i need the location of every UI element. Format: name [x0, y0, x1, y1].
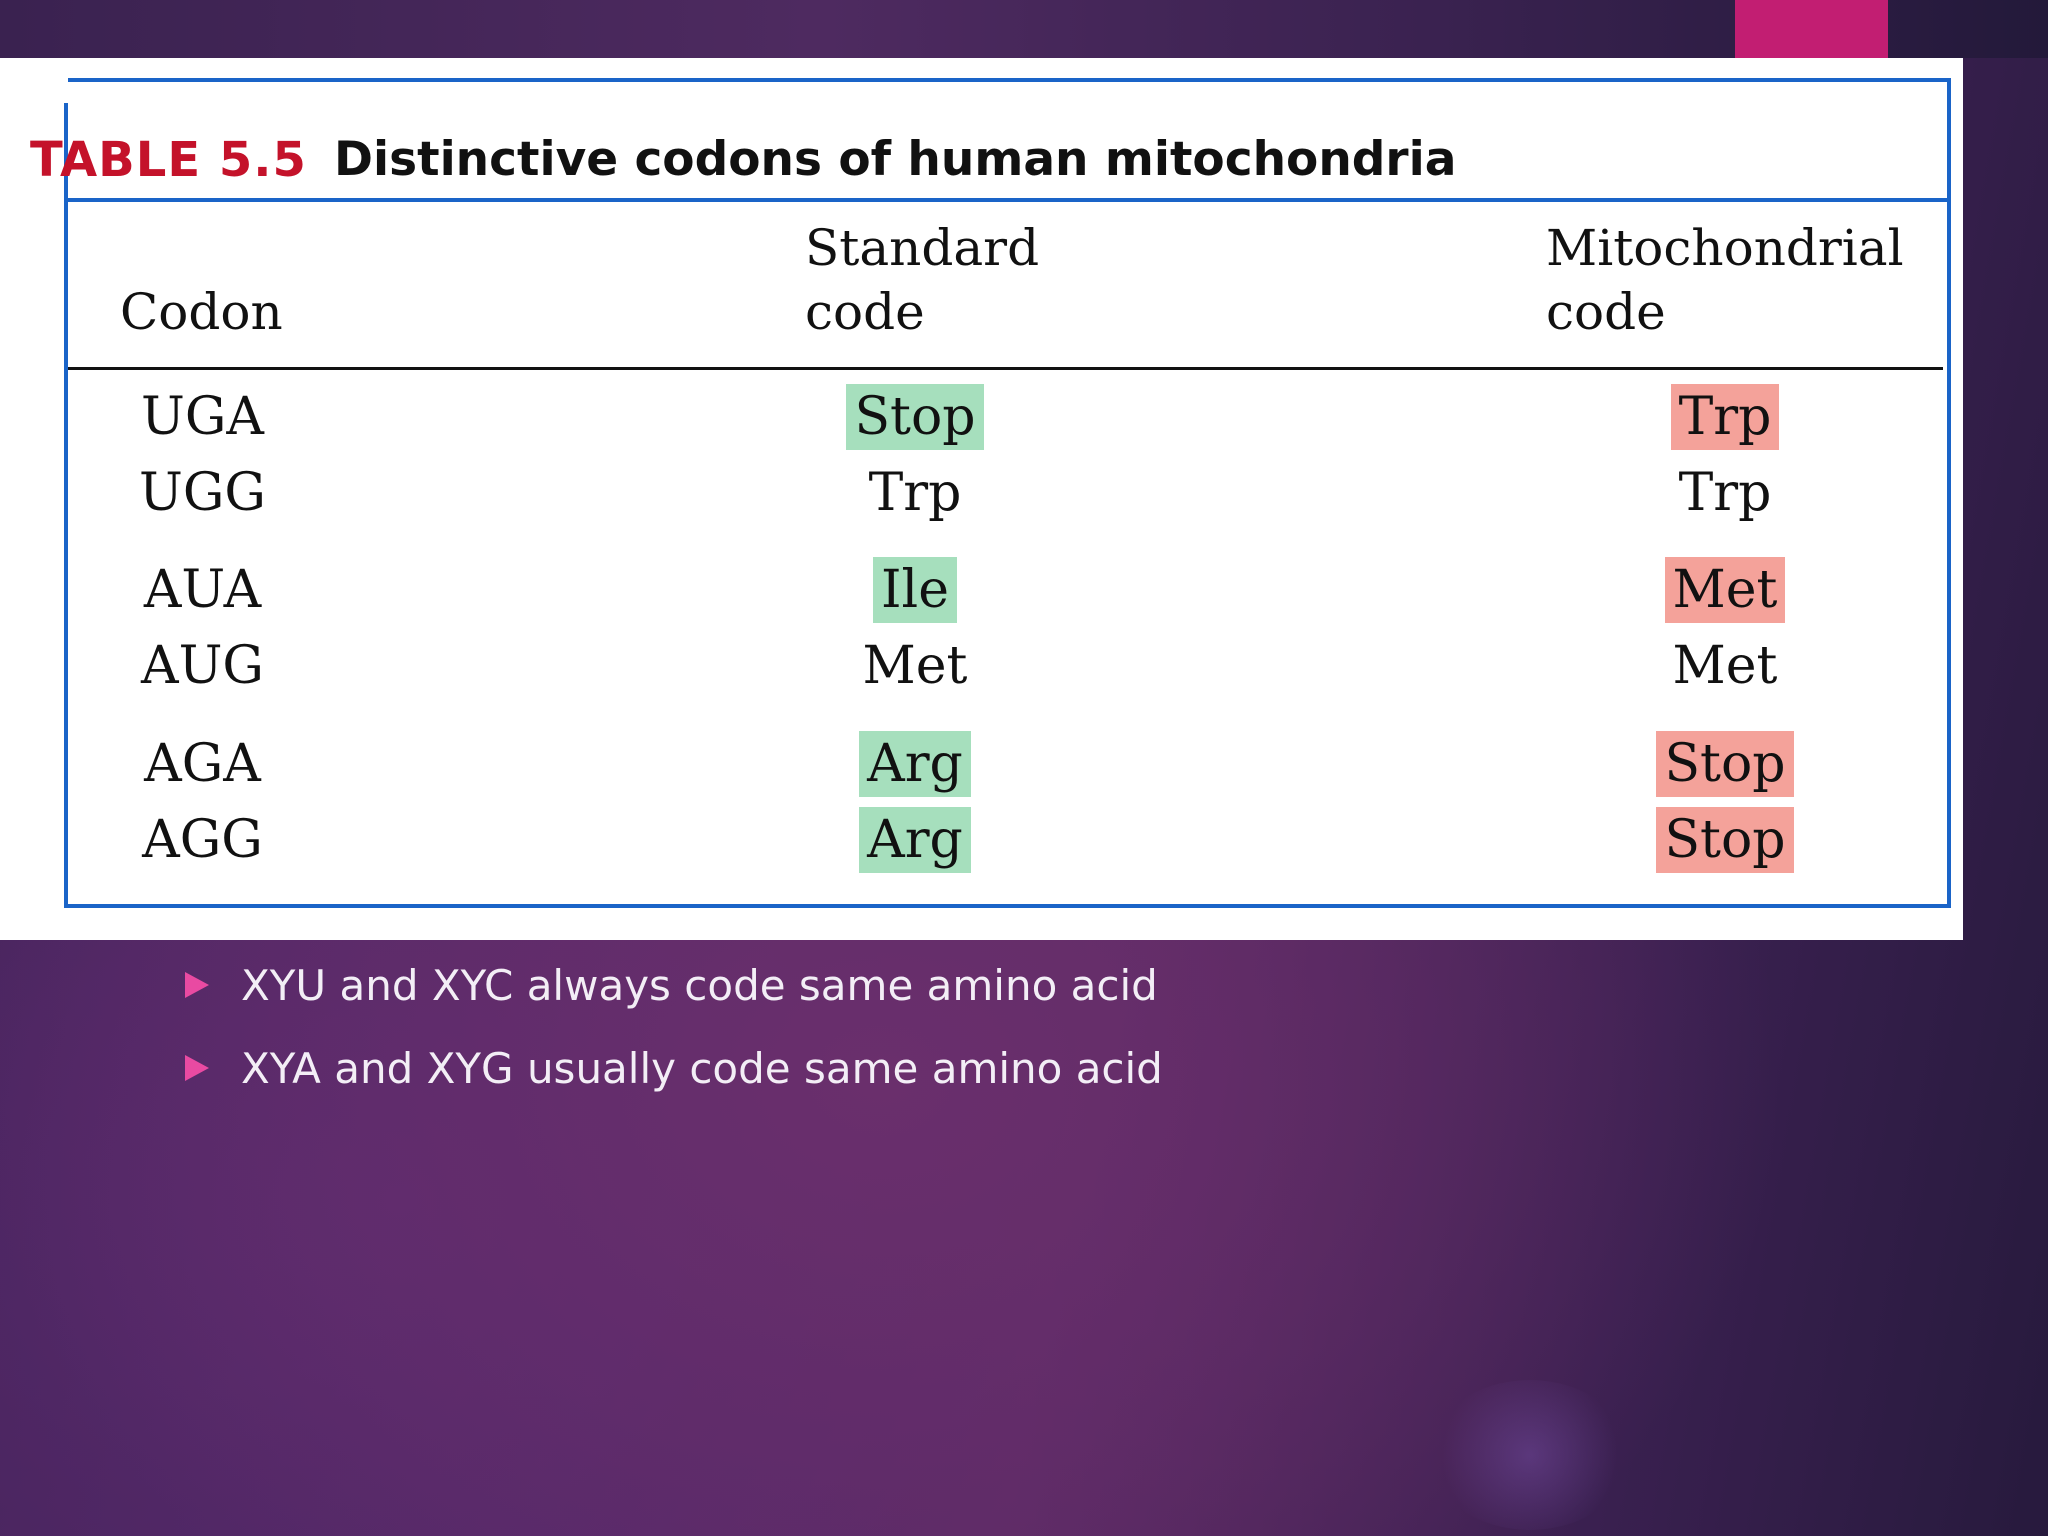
table-row-codon: AGA — [144, 734, 261, 794]
bullet-text: XYU and XYC always code same amino acid — [241, 960, 1158, 1010]
table-image: TABLE 5.5 Distinctive codons of human mi… — [0, 58, 1963, 940]
table-row-codon: AGG — [142, 810, 263, 870]
table-row-codon: AUG — [141, 636, 264, 696]
table-number: TABLE 5.5 — [30, 132, 307, 188]
table-title: Distinctive codons of human mitochondria — [334, 132, 1457, 187]
table-row-mito: Trp — [1600, 384, 1850, 450]
background-glow — [1430, 1380, 1630, 1530]
header-divider — [68, 367, 1943, 370]
triangle-bullet-icon — [185, 972, 209, 998]
header-codon: Codon — [120, 283, 283, 341]
table-row-mito: Trp — [1678, 463, 1772, 523]
header-standard-code: Standard code — [805, 219, 1040, 341]
table-row-mito: Stop — [1600, 807, 1850, 873]
caption-divider — [64, 198, 1947, 202]
table-row-mito: Met — [1672, 636, 1778, 696]
table-row-standard: Met — [862, 636, 968, 696]
table-row-codon: UGA — [141, 387, 264, 447]
table-row-standard: Stop — [790, 384, 1040, 450]
table-caption: TABLE 5.5 Distinctive codons of human mi… — [0, 128, 1963, 238]
table-frame — [64, 78, 1951, 908]
bullet-item: XYU and XYC always code same amino acid — [185, 955, 1158, 1015]
triangle-bullet-icon — [185, 1055, 209, 1081]
table-row-codon: AUA — [143, 560, 262, 620]
top-band — [0, 0, 2048, 58]
table-row-mito: Met — [1600, 557, 1850, 623]
table-row-codon: UGG — [139, 463, 266, 523]
accent-tab — [1735, 0, 1888, 58]
table-row-standard: Arg — [790, 731, 1040, 797]
table-row-standard: Ile — [790, 557, 1040, 623]
bullet-text: XYA and XYG usually code same amino acid — [241, 1043, 1163, 1093]
table-row-standard: Trp — [868, 463, 962, 523]
table-row-mito: Stop — [1600, 731, 1850, 797]
bullet-item: XYA and XYG usually code same amino acid — [185, 1038, 1163, 1098]
header-mitochondrial-code: Mitochondrial code — [1546, 219, 1904, 341]
table-row-standard: Arg — [790, 807, 1040, 873]
